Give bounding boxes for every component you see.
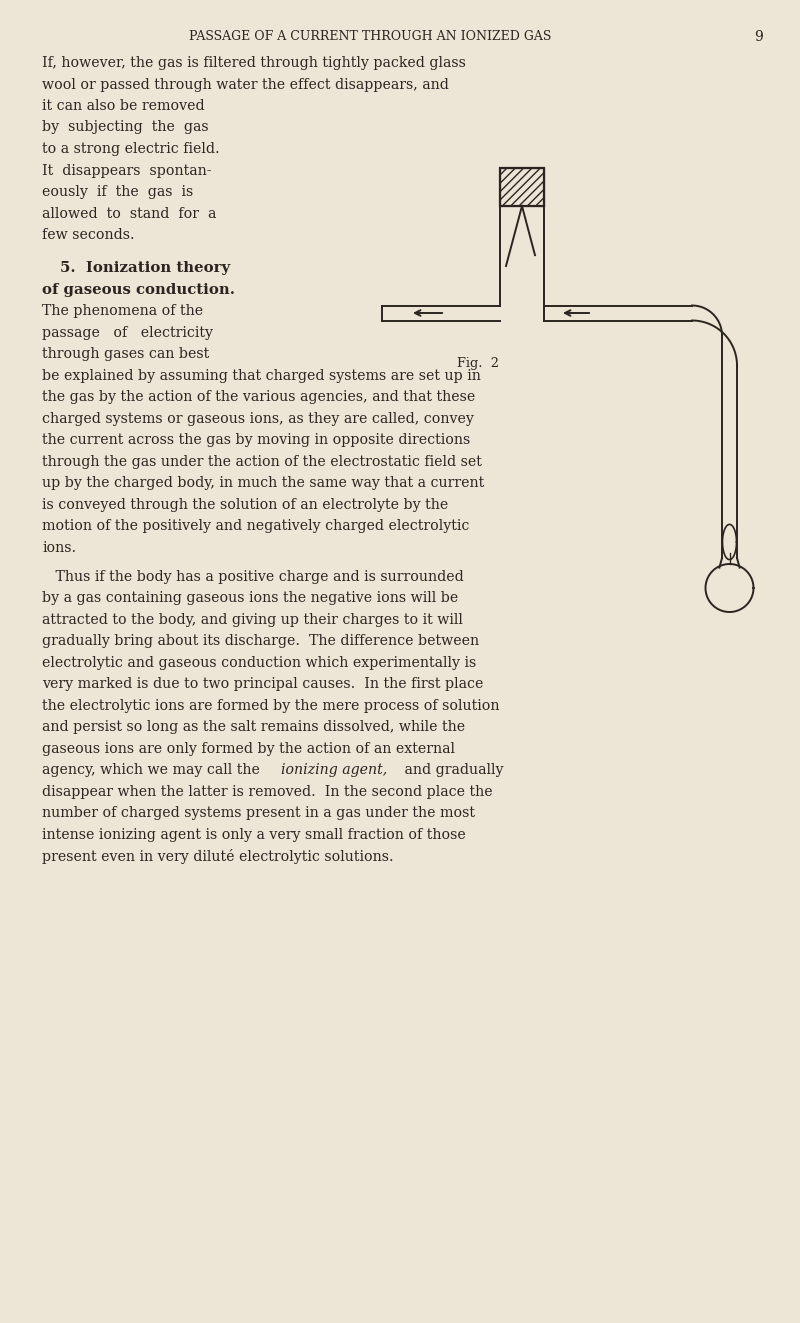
Text: the electrolytic ions are formed by the mere process of solution: the electrolytic ions are formed by the …	[42, 699, 499, 713]
Text: is conveyed through the solution of an electrolyte by the: is conveyed through the solution of an e…	[42, 497, 448, 512]
Text: it can also be removed: it can also be removed	[42, 99, 205, 112]
Text: 5.  Ionization theory: 5. Ionization theory	[60, 262, 230, 275]
Text: Fig.  2: Fig. 2	[457, 357, 499, 370]
Text: few seconds.: few seconds.	[42, 228, 134, 242]
Text: be explained by assuming that charged systems are set up in: be explained by assuming that charged sy…	[42, 369, 481, 382]
Text: very marked is due to two principal causes.  In the first place: very marked is due to two principal caus…	[42, 677, 483, 692]
Text: ionizing agent,: ionizing agent,	[281, 763, 387, 778]
Text: electrolytic and gaseous conduction which experimentally is: electrolytic and gaseous conduction whic…	[42, 656, 476, 669]
Text: by  subjecting  the  gas: by subjecting the gas	[42, 120, 209, 135]
Text: agency, which we may call the: agency, which we may call the	[42, 763, 264, 778]
Text: number of charged systems present in a gas under the most: number of charged systems present in a g…	[42, 806, 475, 820]
Text: PASSAGE OF A CURRENT THROUGH AN IONIZED GAS: PASSAGE OF A CURRENT THROUGH AN IONIZED …	[189, 30, 551, 44]
Text: eously  if  the  gas  is: eously if the gas is	[42, 185, 194, 198]
Bar	[500, 168, 544, 206]
Text: to a strong electric field.: to a strong electric field.	[42, 142, 220, 156]
Text: up by the charged body, in much the same way that a current: up by the charged body, in much the same…	[42, 476, 484, 491]
Text: present even in very diluté electrolytic solutions.: present even in very diluté electrolytic…	[42, 849, 394, 864]
Text: intense ionizing agent is only a very small fraction of those: intense ionizing agent is only a very sm…	[42, 828, 466, 841]
Text: ions.: ions.	[42, 541, 76, 554]
Text: It  disappears  spontan-: It disappears spontan-	[42, 164, 211, 177]
Text: attracted to the body, and giving up their charges to it will: attracted to the body, and giving up the…	[42, 613, 463, 627]
Text: disappear when the latter is removed.  In the second place the: disappear when the latter is removed. In…	[42, 785, 493, 799]
Text: the current across the gas by moving in opposite directions: the current across the gas by moving in …	[42, 434, 470, 447]
Text: the gas by the action of the various agencies, and that these: the gas by the action of the various age…	[42, 390, 475, 405]
Bar	[500, 168, 544, 206]
Text: passage   of   electricity: passage of electricity	[42, 325, 213, 340]
Text: 9: 9	[754, 30, 763, 44]
Text: Thus if the body has a positive charge and is surrounded: Thus if the body has a positive charge a…	[42, 570, 464, 583]
Text: through gases can best: through gases can best	[42, 348, 210, 361]
Text: wool or passed through water the effect disappears, and: wool or passed through water the effect …	[42, 78, 449, 91]
Text: and persist so long as the salt remains dissolved, while the: and persist so long as the salt remains …	[42, 720, 465, 734]
Text: gaseous ions are only formed by the action of an external: gaseous ions are only formed by the acti…	[42, 742, 455, 755]
Text: gradually bring about its discharge.  The difference between: gradually bring about its discharge. The…	[42, 634, 479, 648]
Text: If, however, the gas is filtered through tightly packed glass: If, however, the gas is filtered through…	[42, 56, 466, 70]
Text: allowed  to  stand  for  a: allowed to stand for a	[42, 206, 216, 221]
Text: The phenomena of the: The phenomena of the	[42, 304, 203, 319]
Text: by a gas containing gaseous ions the negative ions will be: by a gas containing gaseous ions the neg…	[42, 591, 458, 606]
Text: of gaseous conduction.: of gaseous conduction.	[42, 283, 235, 296]
Text: and gradually: and gradually	[400, 763, 503, 778]
Text: through the gas under the action of the electrostatic field set: through the gas under the action of the …	[42, 455, 482, 468]
Text: charged systems or gaseous ions, as they are called, convey: charged systems or gaseous ions, as they…	[42, 411, 474, 426]
Text: motion of the positively and negatively charged electrolytic: motion of the positively and negatively …	[42, 520, 470, 533]
